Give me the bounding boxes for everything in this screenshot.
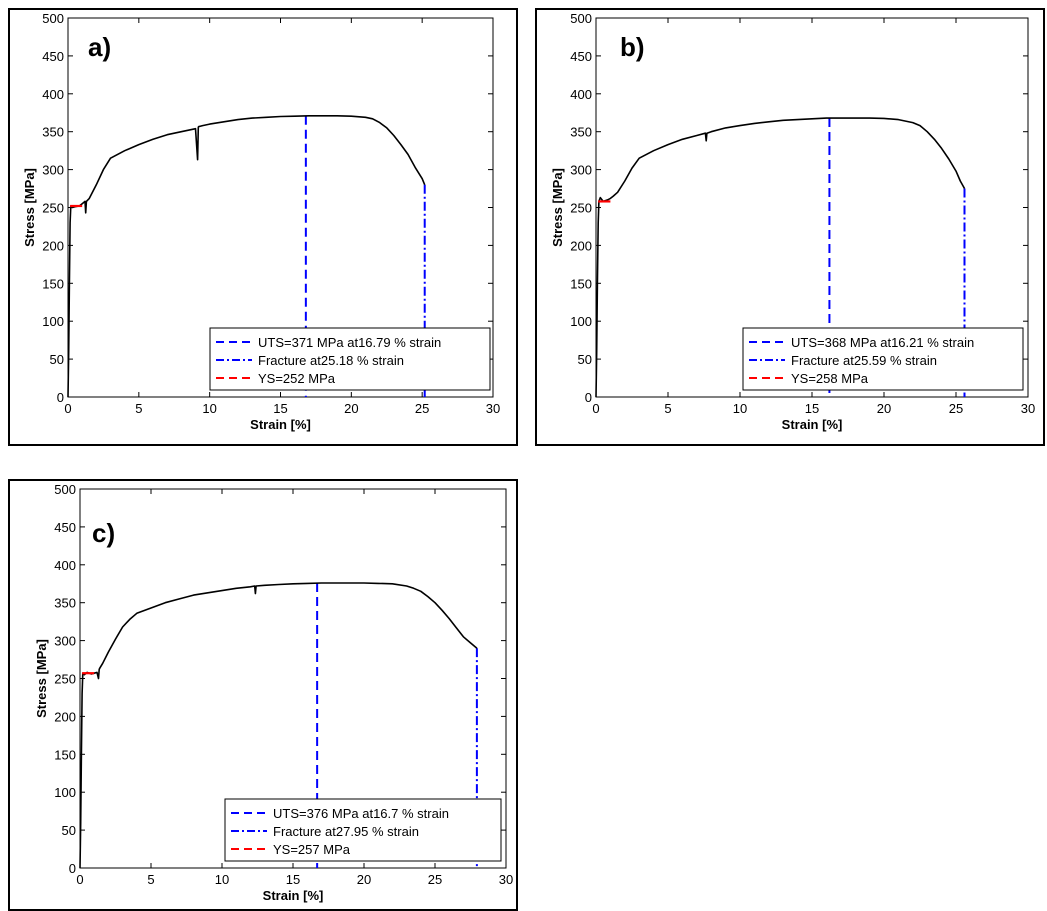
stress-strain-curve [67,115,426,398]
y-tick-label: 500 [42,11,64,26]
y-tick-label: 350 [42,125,64,140]
y-tick-label: 500 [54,482,76,497]
y-tick-label: 350 [54,596,76,611]
legend-entry-fracture: Fracture at25.59 % strain [791,353,937,368]
y-tick-label: 250 [570,201,592,216]
x-tick-label: 10 [215,872,229,887]
y-tick-label: 400 [42,87,64,102]
legend-box [209,327,491,391]
x-tick-label: 30 [499,872,513,887]
y-tick-label: 300 [54,634,76,649]
legend-entry-uts: UTS=376 MPa at16.7 % strain [273,806,449,821]
legend: UTS=368 MPa at16.21 % strain Fracture at2… [742,327,1024,391]
y-tick-label: 300 [42,163,64,178]
y-tick-label: 150 [570,276,592,291]
x-tick-label: 20 [877,401,891,416]
x-tick-label: 0 [76,872,83,887]
y-tick-label: 450 [42,49,64,64]
legend-entry-ys: YS=252 MPa [258,371,336,386]
x-tick-label: 25 [949,401,963,416]
y-axis-label: Stress [MPa] [550,168,565,247]
x-tick-label: 5 [664,401,671,416]
y-axis-label: Stress [MPa] [34,639,49,718]
legend-box [224,798,502,862]
x-tick-label: 5 [147,872,154,887]
x-tick-label: 0 [64,401,71,416]
x-tick-label: 15 [286,872,300,887]
x-tick-label: 30 [1021,401,1035,416]
legend-entry-fracture: Fracture at27.95 % strain [273,824,419,839]
y-tick-label: 400 [570,87,592,102]
x-tick-label: 15 [273,401,287,416]
x-axis-label: Strain [%] [250,417,311,432]
x-tick-label: 10 [202,401,216,416]
legend-entry-fracture: Fracture at25.18 % strain [258,353,404,368]
legend-entry-uts: UTS=371 MPa at16.79 % strain [258,335,441,350]
legend: UTS=371 MPa at16.79 % strain Fracture at2… [209,327,491,391]
x-tick-label: 5 [135,401,142,416]
panel-label: b) [620,32,645,62]
y-axis-label: Stress [MPa] [22,168,37,247]
y-tick-label: 150 [54,747,76,762]
chart-panel-b: 0 5 10 15 20 25 300501001502002503003504004505… [535,8,1045,446]
chart-panel-a: 0 5 10 15 20 25 300501001502002503003504004505… [8,8,518,446]
x-tick-label: 20 [344,401,358,416]
y-tick-label: 50 [50,352,64,367]
y-tick-label: 250 [54,672,76,687]
y-tick-label: 200 [54,709,76,724]
y-tick-label: 0 [585,390,592,405]
y-tick-label: 450 [54,520,76,535]
legend: UTS=376 MPa at16.7 % strain Fracture at27… [224,798,502,862]
y-tick-label: 250 [42,201,64,216]
y-tick-label: 500 [570,11,592,26]
x-tick-label: 25 [415,401,429,416]
x-tick-label: 0 [592,401,599,416]
x-tick-label: 20 [357,872,371,887]
y-tick-label: 400 [54,558,76,573]
chart-panel-c: 0 5 10 15 20 25 300501001502002503003504004505… [8,479,518,911]
x-tick-label: 25 [428,872,442,887]
x-axis-label: Strain [%] [263,888,324,903]
y-tick-label: 350 [570,125,592,140]
y-tick-label: 100 [570,314,592,329]
y-tick-label: 200 [570,238,592,253]
y-tick-label: 150 [42,276,64,291]
legend-entry-uts: UTS=368 MPa at16.21 % strain [791,335,974,350]
x-axis-label: Strain [%] [782,417,843,432]
y-tick-label: 450 [570,49,592,64]
x-tick-label: 15 [805,401,819,416]
y-tick-label: 0 [57,390,64,405]
stress-strain-curve [79,582,478,869]
y-tick-label: 300 [570,163,592,178]
y-tick-label: 100 [54,785,76,800]
y-tick-label: 50 [62,823,76,838]
legend-entry-ys: YS=257 MPa [273,842,351,857]
x-tick-label: 10 [733,401,747,416]
y-tick-label: 100 [42,314,64,329]
panel-label: c) [92,518,115,548]
x-tick-label: 30 [486,401,500,416]
stress-strain-curve [595,117,966,398]
legend-box [742,327,1024,391]
panel-label: a) [88,32,111,62]
y-tick-label: 0 [69,861,76,876]
y-tick-label: 50 [578,352,592,367]
legend-entry-ys: YS=258 MPa [791,371,869,386]
y-tick-label: 200 [42,238,64,253]
